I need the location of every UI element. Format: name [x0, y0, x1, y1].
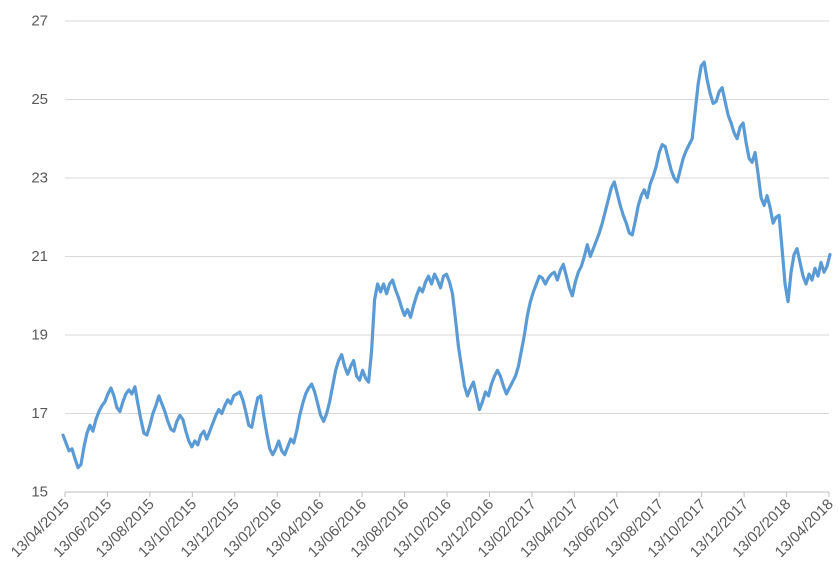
price-series-line [61, 60, 832, 470]
y-axis-label: 25 [31, 91, 48, 108]
y-axis-label: 21 [31, 248, 48, 265]
y-axis-label: 17 [31, 405, 48, 422]
y-axis-label: 27 [31, 13, 48, 30]
y-axis-label: 23 [31, 170, 48, 187]
y-axis-label: 19 [31, 327, 48, 344]
y-axis-label: 15 [31, 484, 48, 501]
